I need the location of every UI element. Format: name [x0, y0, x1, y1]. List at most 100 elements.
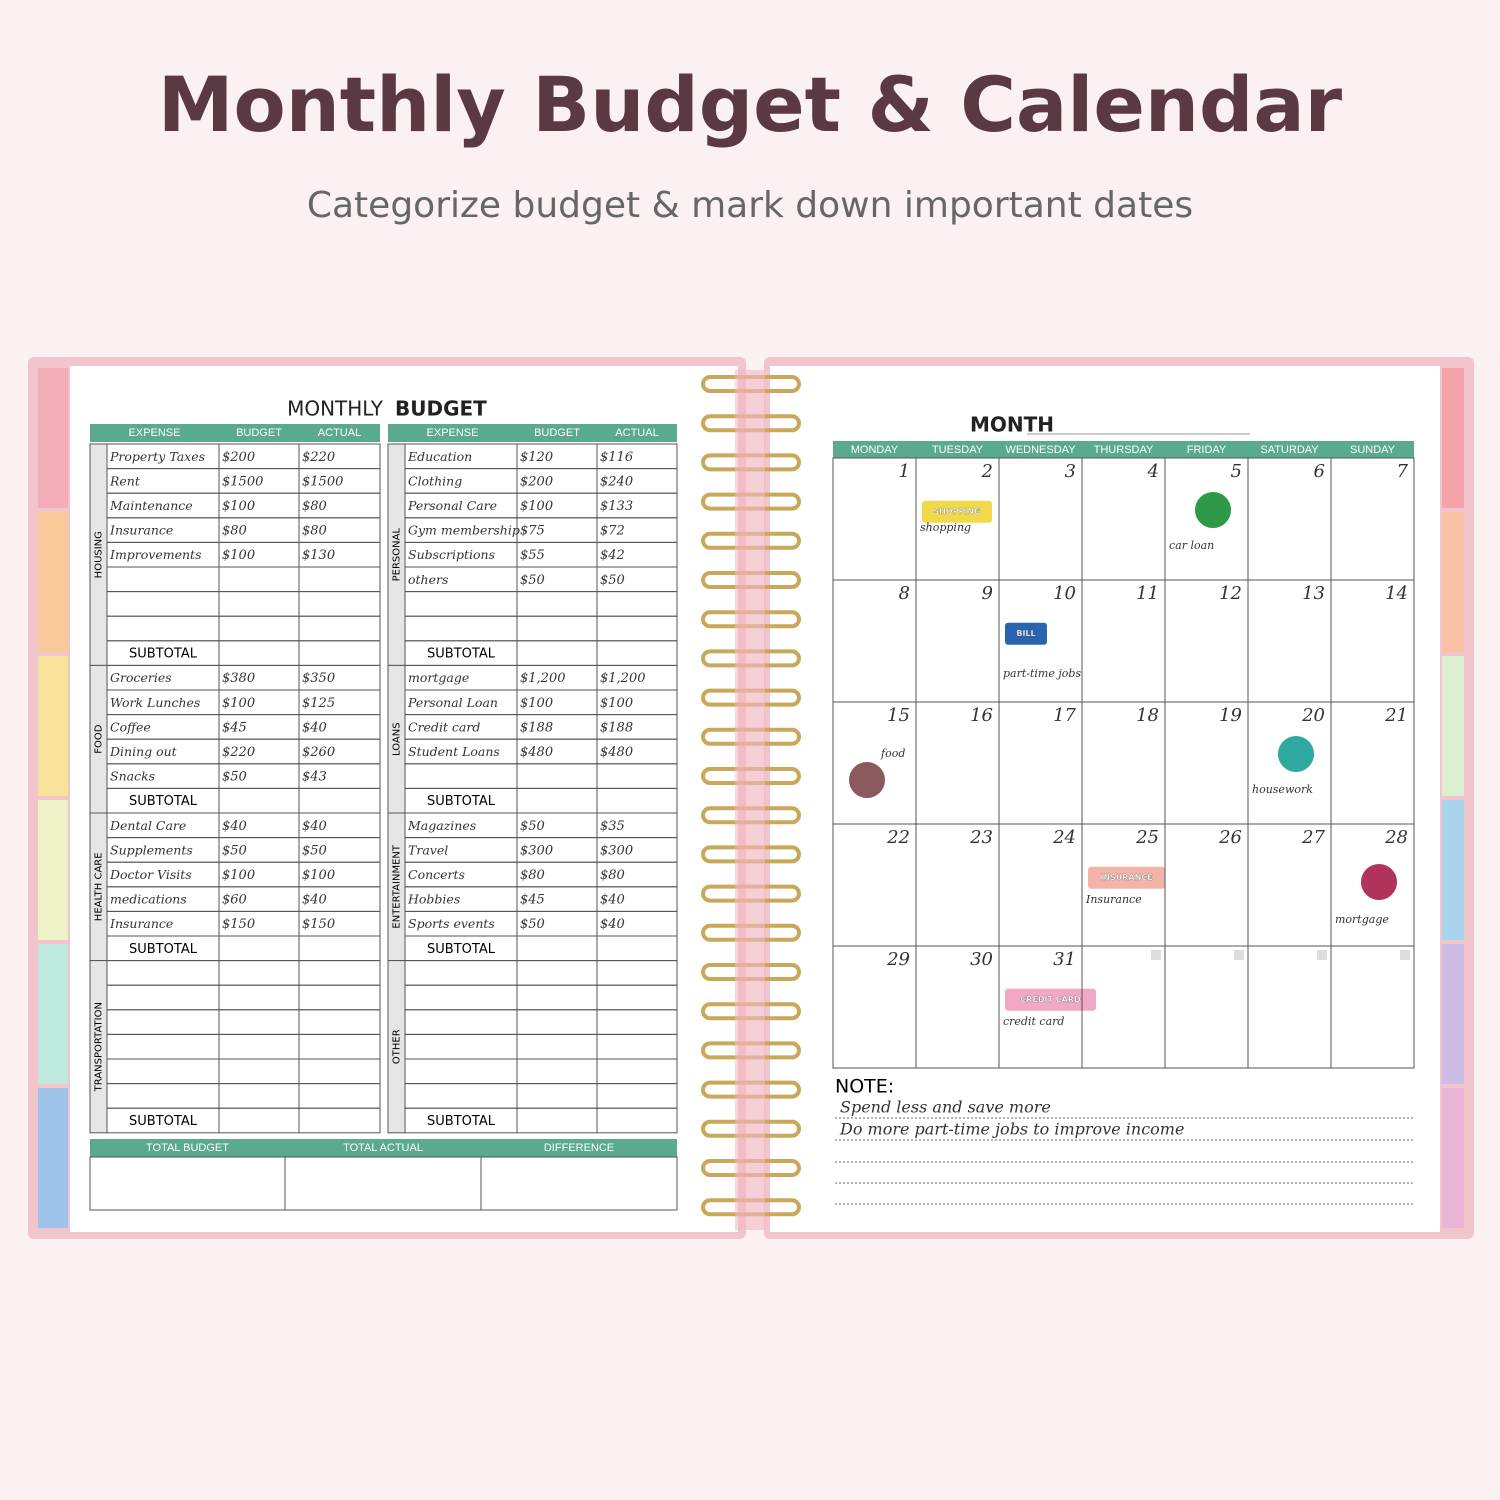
- actual-amount: $50: [302, 843, 327, 858]
- actual-amount: $100: [302, 868, 335, 883]
- budget-amount: $200: [520, 474, 553, 489]
- date: 13: [1302, 583, 1325, 604]
- tab: [1442, 512, 1464, 652]
- column-header: BUDGET: [534, 427, 580, 439]
- expense-item: Groceries: [110, 670, 172, 685]
- weekday: SATURDAY: [1260, 444, 1319, 456]
- expense-item: Magazines: [407, 818, 476, 833]
- totals-header-label: TOTAL BUDGET: [146, 1142, 229, 1154]
- date: 28: [1384, 827, 1408, 848]
- actual-amount: $40: [302, 720, 327, 735]
- note-label: NOTE:: [835, 1076, 894, 1098]
- budget-title-light: MONTHLY: [287, 397, 384, 421]
- actual-amount: $130: [302, 548, 335, 563]
- budget-amount: $100: [520, 499, 553, 514]
- date: 9: [982, 583, 993, 604]
- actual-amount: $43: [302, 770, 327, 785]
- expense-item: Sports events: [408, 916, 495, 931]
- weekday: SUNDAY: [1350, 444, 1396, 456]
- actual-amount: $80: [600, 868, 625, 883]
- sticker: [1005, 622, 1047, 645]
- expense-item: Hobbies: [407, 892, 460, 907]
- subtitle: Categorize budget & mark down important …: [307, 185, 1193, 226]
- section-name: LOANS: [392, 722, 403, 756]
- actual-amount: $50: [600, 573, 625, 588]
- expense-item: Concerts: [408, 867, 465, 882]
- expense-item: Education: [407, 449, 472, 464]
- sticker-icon: [1276, 734, 1316, 774]
- budget-title-bold: BUDGET: [395, 397, 487, 421]
- actual-amount: $40: [600, 917, 625, 932]
- sticker-text: BILL: [1016, 629, 1035, 638]
- date: 3: [1065, 461, 1076, 482]
- section-name: HEALTH CARE: [94, 852, 105, 921]
- actual-amount: $1500: [302, 474, 343, 489]
- actual-amount: $480: [600, 745, 633, 760]
- budget-amount: $120: [520, 450, 553, 465]
- tab: [1442, 1088, 1464, 1228]
- date: 25: [1135, 827, 1159, 848]
- actual-amount: $40: [600, 893, 625, 908]
- cell: [298, 1107, 381, 1134]
- expense-item: mortgage: [408, 670, 469, 685]
- subtotal-label: SUBTOTAL: [427, 794, 496, 809]
- weekday: WEDNESDAY: [1005, 444, 1076, 456]
- expense-item: Property Taxes: [109, 449, 205, 464]
- tab: [38, 944, 68, 1084]
- column-header: EXPENSE: [427, 427, 479, 439]
- expense-item: Supplements: [110, 842, 193, 857]
- expense-item: Insurance: [109, 523, 173, 538]
- actual-amount: $150: [302, 917, 335, 932]
- section-name: PERSONAL: [392, 528, 403, 582]
- date: 6: [1314, 461, 1325, 482]
- budget-amount: $45: [222, 720, 247, 735]
- date: 10: [1053, 583, 1076, 604]
- subtotal-label: SUBTOTAL: [427, 1114, 496, 1129]
- budget-amount: $150: [222, 917, 255, 932]
- tab: [38, 656, 68, 796]
- expense-item: Gym membership: [408, 523, 520, 538]
- budget-amount: $80: [222, 524, 247, 539]
- sticker: [922, 500, 992, 523]
- expense-item: Dental Care: [109, 818, 186, 833]
- tab: [38, 800, 68, 940]
- sticker-icon: [847, 760, 887, 800]
- event-note: part-time jobs: [1003, 667, 1081, 680]
- sticker-icon: [1193, 490, 1233, 530]
- expense-item: Personal Loan: [407, 695, 498, 710]
- actual-amount: $80: [302, 499, 327, 514]
- date: 26: [1218, 827, 1242, 848]
- event-note: shopping: [920, 521, 971, 534]
- date: 30: [970, 949, 993, 970]
- budget-amount: $40: [222, 819, 247, 834]
- budget-amount: $200: [222, 450, 255, 465]
- date: 18: [1136, 705, 1159, 726]
- expense-item: Subscriptions: [408, 547, 495, 562]
- actual-amount: $80: [302, 524, 327, 539]
- budget-amount: $50: [520, 573, 545, 588]
- date: 19: [1219, 705, 1242, 726]
- actual-amount: $116: [600, 450, 633, 465]
- empty-marker: [1234, 950, 1244, 960]
- event-note: mortgage: [1335, 913, 1389, 926]
- tab: [1442, 368, 1464, 508]
- expense-item: Student Loans: [408, 744, 500, 759]
- table-header: [388, 424, 677, 442]
- date: 31: [1053, 949, 1076, 970]
- date: 14: [1385, 583, 1408, 604]
- expense-item: Travel: [408, 842, 448, 857]
- note-text: Do more part-time jobs to improve income: [839, 1120, 1184, 1139]
- subtotal-label: SUBTOTAL: [427, 647, 496, 662]
- actual-amount: $300: [600, 843, 633, 858]
- budget-amount: $50: [222, 770, 247, 785]
- budget-amount: $60: [222, 893, 247, 908]
- totals-header-label: DIFFERENCE: [544, 1142, 614, 1154]
- column-header: BUDGET: [236, 427, 282, 439]
- budget-amount: $1,200: [520, 671, 566, 686]
- event-note: food: [880, 747, 905, 760]
- tab: [38, 368, 68, 508]
- title: Monthly Budget & Calendar: [158, 60, 1343, 149]
- budget-amount: $50: [520, 819, 545, 834]
